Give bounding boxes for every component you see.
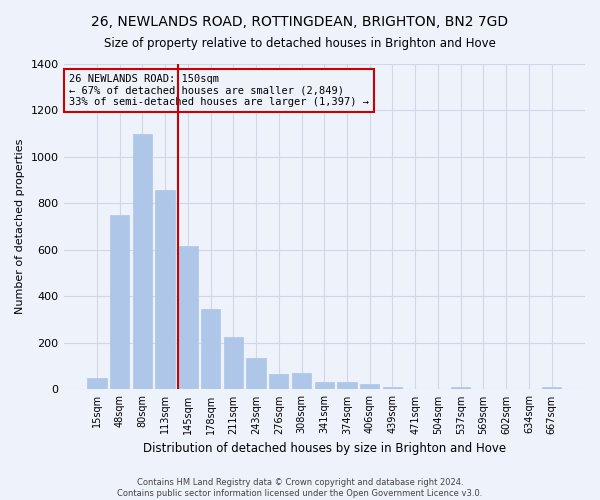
Bar — [383, 386, 402, 390]
Text: 26 NEWLANDS ROAD: 150sqm
← 67% of detached houses are smaller (2,849)
33% of sem: 26 NEWLANDS ROAD: 150sqm ← 67% of detach… — [69, 74, 369, 107]
Bar — [224, 337, 243, 390]
Bar — [269, 374, 289, 390]
Bar — [337, 382, 356, 390]
Bar — [155, 190, 175, 390]
Bar — [360, 384, 379, 390]
Y-axis label: Number of detached properties: Number of detached properties — [15, 139, 25, 314]
Bar — [87, 378, 107, 390]
Bar — [178, 246, 197, 390]
Text: Contains HM Land Registry data © Crown copyright and database right 2024.
Contai: Contains HM Land Registry data © Crown c… — [118, 478, 482, 498]
Bar — [247, 358, 266, 390]
Text: 26, NEWLANDS ROAD, ROTTINGDEAN, BRIGHTON, BN2 7GD: 26, NEWLANDS ROAD, ROTTINGDEAN, BRIGHTON… — [91, 15, 509, 29]
Bar — [110, 215, 130, 390]
Bar — [451, 386, 470, 390]
X-axis label: Distribution of detached houses by size in Brighton and Hove: Distribution of detached houses by size … — [143, 442, 506, 455]
Bar — [314, 382, 334, 390]
Bar — [201, 309, 220, 390]
Text: Size of property relative to detached houses in Brighton and Hove: Size of property relative to detached ho… — [104, 38, 496, 51]
Bar — [542, 386, 561, 390]
Bar — [292, 373, 311, 390]
Bar — [133, 134, 152, 390]
